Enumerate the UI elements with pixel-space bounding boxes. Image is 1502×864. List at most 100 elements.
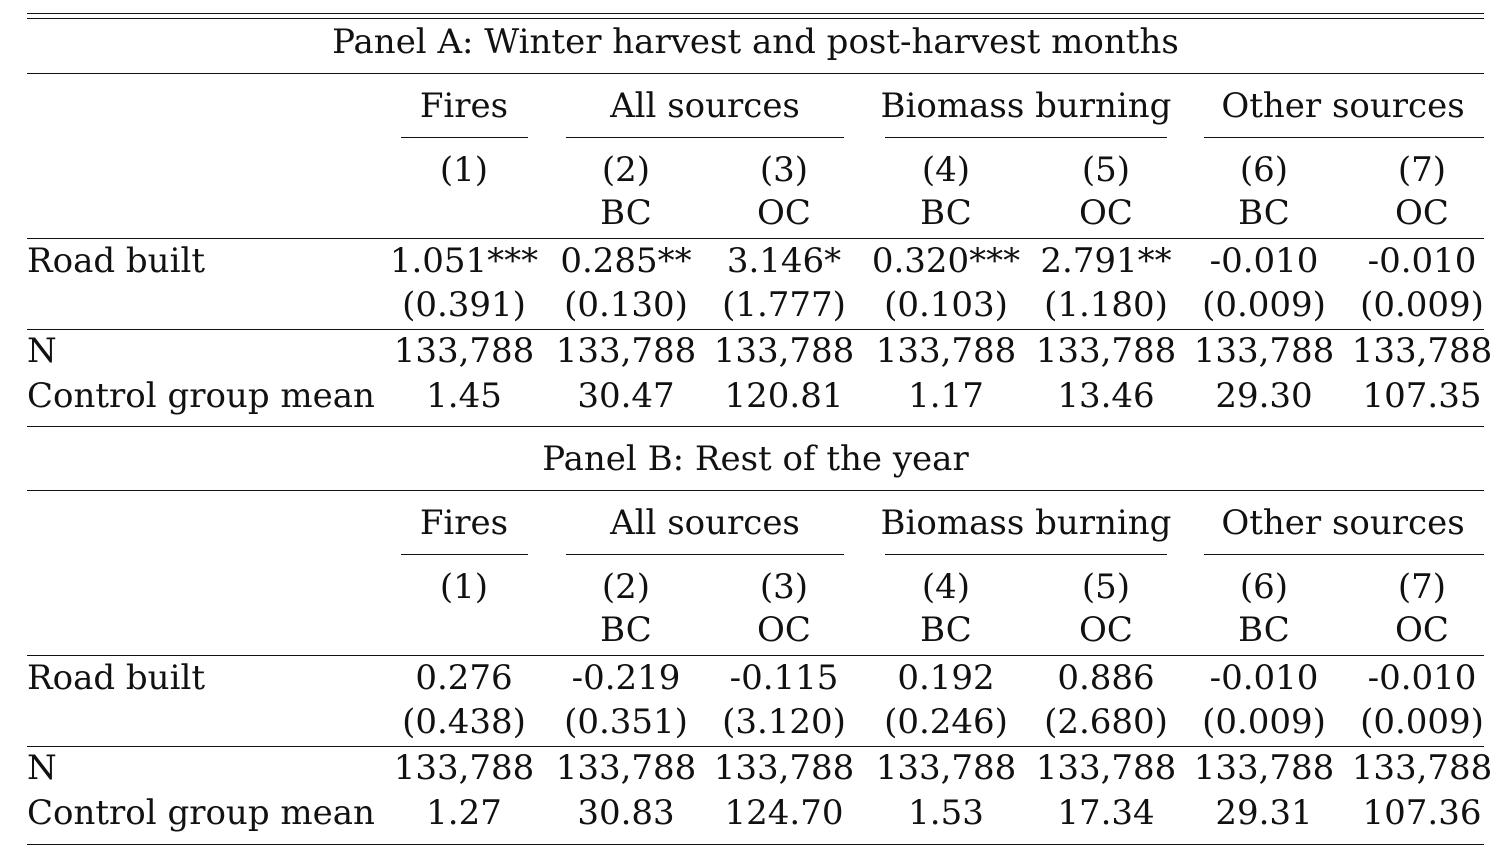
mean-cell: 29.30	[1215, 376, 1313, 416]
n-cell: 133,788	[1035, 748, 1177, 788]
se-cell: (0.130)	[564, 285, 688, 325]
coef-cell: 0.285**	[560, 241, 692, 281]
row-label: Control group mean	[27, 793, 375, 833]
col-number: (2)	[601, 567, 651, 607]
mean-cell: 1.17	[908, 376, 984, 416]
n-cell: 133,788	[713, 748, 855, 788]
col-type: BC	[920, 610, 972, 650]
col-type: BC	[600, 610, 652, 650]
n-cell: 133,788	[713, 331, 855, 371]
panel-separator-rule	[27, 426, 1484, 427]
mean-cell: 107.35	[1362, 376, 1482, 416]
coef-cell: 1.051***	[389, 241, 539, 281]
panel-b-n-row: N 133,788 133,788 133,788 133,788 133,78…	[0, 746, 1502, 790]
panel-b-title: Panel B: Rest of the year	[542, 439, 969, 479]
col-number: (4)	[921, 567, 971, 607]
panel-a-se-row: (0.391) (0.130) (1.777) (0.103) (1.180) …	[0, 283, 1502, 327]
coef-cell: 0.192	[897, 658, 995, 698]
col-type: BC	[1238, 193, 1290, 233]
n-cell: 133,788	[1193, 748, 1335, 788]
panel-b-mean-row: Control group mean 1.27 30.83 124.70 1.5…	[0, 791, 1502, 835]
panel-b-col-numbers: (1) (2) (3) (4) (5) (6) (7)	[0, 565, 1502, 609]
mean-cell: 17.34	[1057, 793, 1155, 833]
panel-a-group-all-underline	[566, 137, 844, 138]
col-type: OC	[1079, 193, 1133, 233]
panel-b-title-rule	[27, 490, 1484, 491]
panel-b-road-row: Road built 0.276 -0.219 -0.115 0.192 0.8…	[0, 656, 1502, 700]
bottom-rule	[27, 844, 1484, 845]
mean-cell: 13.46	[1057, 376, 1155, 416]
se-cell: (0.103)	[884, 285, 1008, 325]
se-cell: (1.777)	[722, 285, 846, 325]
se-cell: (1.180)	[1044, 285, 1168, 325]
coef-cell: 0.276	[415, 658, 513, 698]
panel-b-group-all-sources: All sources	[610, 503, 800, 543]
se-cell: (2.680)	[1044, 702, 1168, 742]
col-type	[384, 191, 544, 235]
n-cell: 133,788	[1351, 748, 1493, 788]
panel-b-group-fires-underline	[401, 554, 528, 555]
coef-cell: -0.010	[1209, 658, 1319, 698]
panel-b-body-rule	[27, 746, 1484, 747]
coef-cell: -0.115	[729, 658, 839, 698]
panel-a-group-other: Other sources	[1221, 86, 1465, 126]
col-number: (6)	[1239, 567, 1289, 607]
se-cell: (0.009)	[1202, 702, 1326, 742]
panel-a-title-rule	[27, 73, 1484, 74]
row-label: N	[27, 748, 57, 788]
mean-cell: 30.47	[577, 376, 675, 416]
n-cell: 133,788	[393, 331, 535, 371]
col-type: BC	[600, 193, 652, 233]
mean-cell: 30.83	[577, 793, 675, 833]
coef-cell: -0.010	[1367, 241, 1477, 281]
se-cell: (0.351)	[564, 702, 688, 742]
top-rule	[27, 13, 1484, 14]
panel-a-group-fires: Fires	[419, 86, 509, 126]
mean-cell: 107.36	[1362, 793, 1482, 833]
col-type: OC	[757, 610, 811, 650]
coef-cell: -0.010	[1367, 658, 1477, 698]
col-type	[384, 608, 544, 652]
col-number: (7)	[1397, 567, 1447, 607]
panel-a-group-other-underline	[1204, 137, 1484, 138]
coef-cell: 2.791**	[1040, 241, 1172, 281]
n-cell: 133,788	[875, 331, 1017, 371]
col-type: OC	[1395, 193, 1449, 233]
panel-b-group-fires: Fires	[419, 503, 509, 543]
col-type: OC	[757, 193, 811, 233]
coef-cell: 0.886	[1057, 658, 1155, 698]
coef-cell: 0.320***	[871, 241, 1021, 281]
panel-a-group-biomass-underline	[885, 137, 1167, 138]
se-cell: (0.009)	[1360, 285, 1484, 325]
panel-b-group-biomass: Biomass burning	[880, 503, 1172, 543]
panel-a-body-rule	[27, 329, 1484, 330]
col-number: (1)	[439, 567, 489, 607]
se-cell: (3.120)	[722, 702, 846, 742]
col-number: (3)	[759, 150, 809, 190]
col-number: (2)	[601, 150, 651, 190]
panel-a-group-fires-underline	[401, 137, 528, 138]
coef-cell: -0.219	[571, 658, 681, 698]
n-cell: 133,788	[875, 748, 1017, 788]
panel-a-mean-row: Control group mean 1.45 30.47 120.81 1.1…	[0, 374, 1502, 418]
row-label: Road built	[27, 241, 205, 281]
col-number: (7)	[1397, 150, 1447, 190]
se-cell: (0.009)	[1360, 702, 1484, 742]
panel-b-header-rule	[27, 655, 1484, 656]
panel-b-group-biomass-underline	[885, 554, 1167, 555]
n-cell: 133,788	[393, 748, 535, 788]
row-label: N	[27, 331, 57, 371]
se-cell: (0.391)	[402, 285, 526, 325]
mean-cell: 124.70	[724, 793, 844, 833]
row-label: Control group mean	[27, 376, 375, 416]
mean-cell: 1.27	[426, 793, 502, 833]
col-number: (6)	[1239, 150, 1289, 190]
panel-a-col-types: BC OC BC OC BC OC	[0, 191, 1502, 235]
panel-a-header-rule	[27, 238, 1484, 239]
panel-a-group-all-sources: All sources	[610, 86, 800, 126]
panel-b-group-other-underline	[1204, 554, 1484, 555]
n-cell: 133,788	[1351, 331, 1493, 371]
col-number: (5)	[1081, 567, 1131, 607]
mean-cell: 120.81	[724, 376, 844, 416]
n-cell: 133,788	[555, 748, 697, 788]
